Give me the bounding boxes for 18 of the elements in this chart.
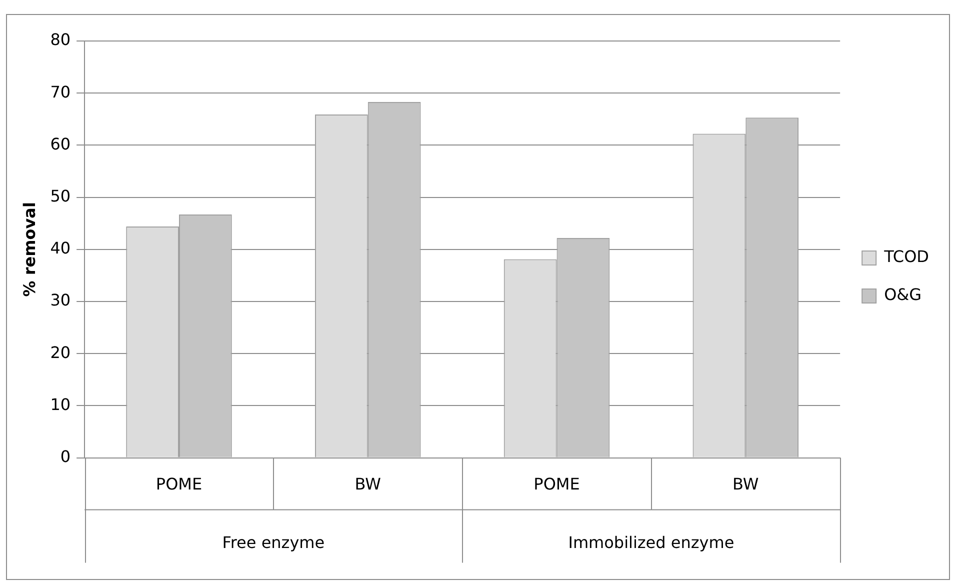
y-tick-label: 10 — [50, 394, 71, 414]
text: Immobilized enzyme — [568, 532, 734, 552]
y-tick-label: 60 — [50, 134, 71, 154]
y-tick-label: 20 — [50, 342, 71, 362]
y-tick-label: 70 — [50, 82, 71, 102]
y-tick-label: 0 — [60, 446, 71, 466]
legend-label: O&G — [884, 285, 922, 304]
legend-label: TCOD — [883, 247, 929, 266]
x-tick-label: POME — [156, 474, 202, 494]
y-tick-label: 80 — [50, 30, 71, 50]
x-tick-label: BW — [354, 474, 382, 494]
y-tick-label: 40 — [50, 238, 71, 258]
y-tick-label: 50 — [50, 186, 71, 206]
y-tick-label: 30 — [50, 290, 71, 310]
x-tick-label: POME — [534, 474, 580, 494]
text: Free enzyme — [222, 532, 325, 552]
x-tick-label: BW — [732, 474, 759, 494]
y-axis-title: % removal — [20, 202, 39, 297]
